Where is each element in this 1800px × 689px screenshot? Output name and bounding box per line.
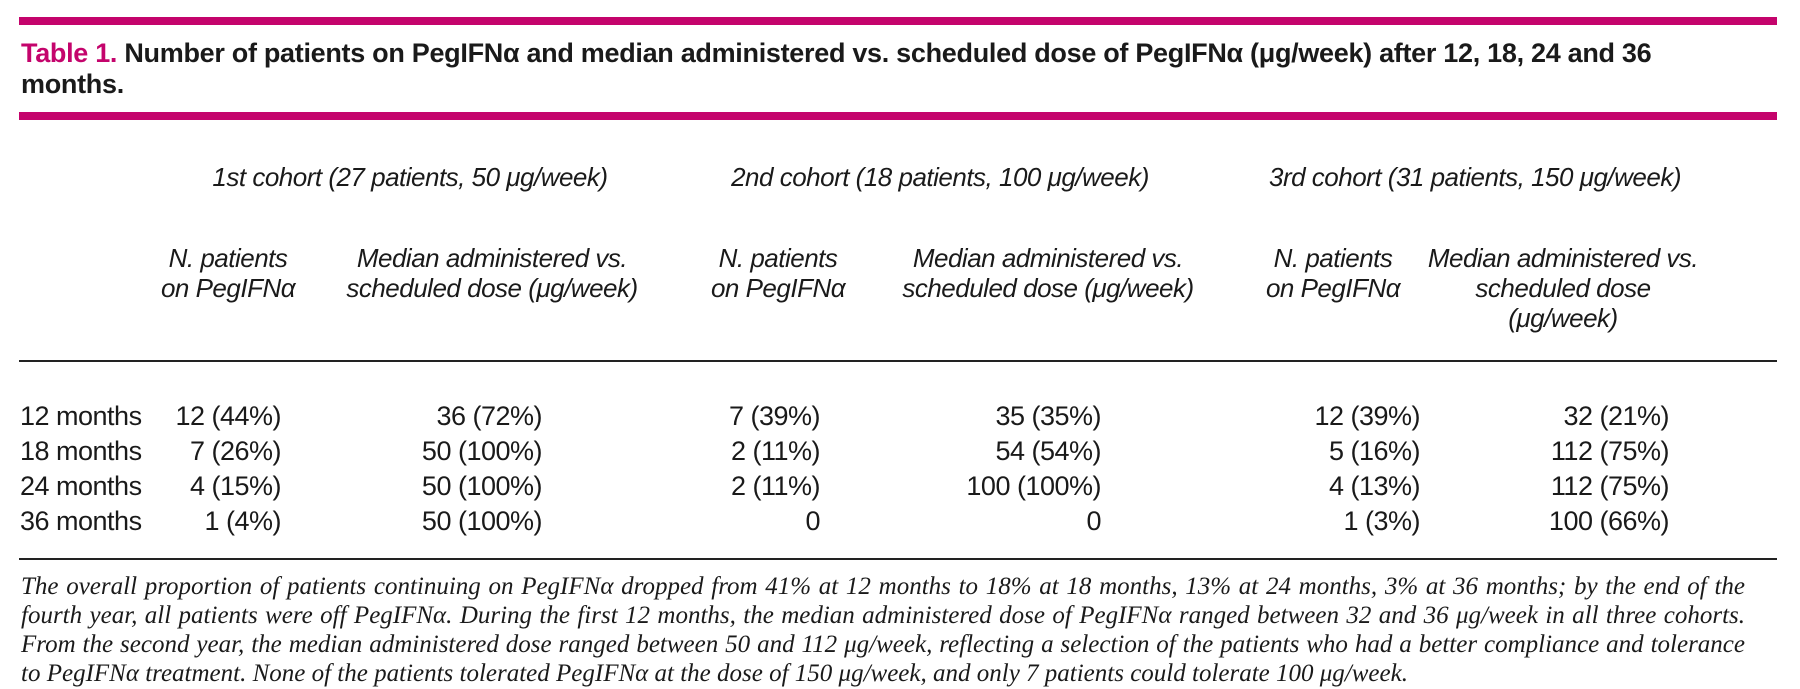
cell-c3-n: 12 (39%) (1314, 401, 1420, 431)
cohort-header-3: 3rd cohort (31 patients, 150 μg/week) (1269, 162, 1682, 192)
col-header-c2-n-patients: N. patients on PegIFNα (678, 243, 878, 333)
cell-c3-median: 32 (21%) (1563, 401, 1669, 431)
cell-c1-median: 50 (100%) (421, 436, 543, 466)
col-header-c3-median-dose: Median administered vs. scheduled dose (… (1423, 243, 1703, 333)
cell-c2-n: 0 (805, 506, 820, 536)
footnote-line: fourth year, all patients were off PegIF… (21, 602, 1745, 629)
cell-c2-median: 35 (35%) (995, 401, 1101, 431)
cell-c3-median: 112 (75%) (1550, 436, 1670, 466)
col-header-c3-n-patients: N. patients on PegIFNα (1248, 243, 1418, 333)
col-header-line: N. patients (168, 243, 288, 273)
cohort-header-row: 1st cohort (27 patients, 50 μg/week) 2nd… (0, 162, 1800, 192)
table-body: 12 months 12 (44%) 36 (72%) 7 (39%) 35 (… (0, 399, 1800, 539)
cell-c3-median: 100 (66%) (1548, 506, 1670, 536)
cell-c1-median: 50 (100%) (421, 471, 543, 501)
title-accent-rule (19, 112, 1777, 120)
cell-c3-n: 5 (16%) (1328, 436, 1421, 466)
table-figure: Table 1. Number of patients on PegIFNα a… (0, 17, 1800, 689)
cell-c1-n: 7 (26%) (189, 436, 282, 466)
col-header-line: N. patients (1273, 243, 1393, 273)
footnote-line: From the second year, the median adminis… (21, 631, 1745, 658)
table-row: 24 months 4 (15%) 50 (100%) 2 (11%) 100 … (20, 469, 1800, 504)
cell-c2-n: 2 (11%) (730, 436, 821, 466)
col-header-line: scheduled dose (μg/week) (902, 273, 1194, 303)
cell-c1-median: 50 (100%) (421, 506, 543, 536)
col-header-line: scheduled dose (μg/week) (1475, 273, 1651, 333)
row-label: 36 months (20, 506, 142, 536)
col-header-line: Median administered vs. (912, 243, 1184, 273)
table-row: 36 months 1 (4%) 50 (100%) 0 0 1 (3%) 10… (20, 504, 1800, 539)
cell-c2-median: 100 (100%) (966, 471, 1101, 501)
col-header-c1-median-dose: Median administered vs. scheduled dose (… (332, 243, 652, 333)
table-title-text-line1: Number of patients on PegIFNα and median… (124, 38, 1652, 68)
cell-c3-median: 112 (75%) (1550, 471, 1670, 501)
col-header-line: scheduled dose (μg/week) (346, 273, 638, 303)
cell-c2-median: 54 (54%) (995, 436, 1101, 466)
cell-c2-n: 2 (11%) (730, 471, 821, 501)
col-header-line: on PegIFNα (160, 273, 296, 303)
col-header-line: Median administered vs. (356, 243, 628, 273)
footnote-line: The overall proportion of patients conti… (21, 573, 1745, 600)
col-header-line: on PegIFNα (1265, 273, 1401, 303)
col-header-line: N. patients (718, 243, 838, 273)
cohort-header-1: 1st cohort (27 patients, 50 μg/week) (212, 162, 608, 192)
cell-c3-n: 4 (13%) (1328, 471, 1421, 501)
col-header-line: on PegIFNα (710, 273, 846, 303)
top-accent-rule (19, 17, 1777, 25)
footnote-line: to PegIFNα treatment. None of the patien… (21, 660, 1408, 687)
header-divider-rule (19, 360, 1777, 362)
col-header-c2-median-dose: Median administered vs. scheduled dose (… (888, 243, 1208, 333)
cell-c1-n: 12 (44%) (175, 401, 281, 431)
table-row: 12 months 12 (44%) 36 (72%) 7 (39%) 35 (… (20, 399, 1800, 434)
col-header-c1-n-patients: N. patients on PegIFNα (128, 243, 328, 333)
cell-c2-n: 7 (39%) (728, 401, 821, 431)
table-row: 18 months 7 (26%) 50 (100%) 2 (11%) 54 (… (20, 434, 1800, 469)
cell-c1-n: 4 (15%) (189, 471, 282, 501)
table-title: Table 1. Number of patients on PegIFNα a… (21, 38, 1770, 100)
cell-c1-median: 36 (72%) (436, 401, 542, 431)
cell-c1-n: 1 (4%) (204, 506, 281, 536)
table-title-text-line2: months. (21, 69, 124, 99)
cell-c3-n: 1 (3%) (1343, 506, 1420, 536)
footnote-divider-rule (19, 558, 1777, 560)
cohort-header-2: 2nd cohort (18 patients, 100 μg/week) (731, 162, 1149, 192)
row-label: 12 months (20, 401, 142, 431)
row-label: 24 months (20, 471, 142, 501)
table-footnote: The overall proportion of patients conti… (21, 572, 1745, 688)
column-header-row: N. patients on PegIFNα Median administer… (0, 243, 1800, 333)
cell-c2-median: 0 (1086, 506, 1101, 536)
row-label: 18 months (20, 436, 142, 466)
table-number-label: Table 1. (21, 38, 118, 68)
col-header-line: Median administered vs. (1427, 243, 1699, 273)
